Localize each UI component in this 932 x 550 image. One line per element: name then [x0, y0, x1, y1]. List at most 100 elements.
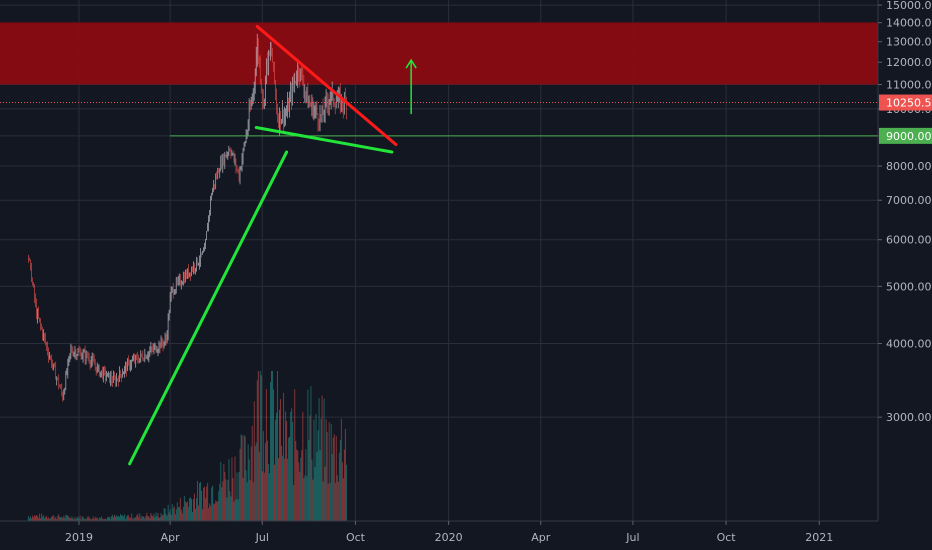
time-tick-label: Jul	[625, 531, 639, 544]
volume-bar	[268, 473, 270, 521]
volume-bar	[343, 449, 345, 521]
price-tick-label: 5000.00	[886, 280, 932, 293]
volume-bar	[309, 415, 311, 521]
volume-bar	[121, 515, 123, 521]
time-tick-label: Apr	[161, 531, 181, 544]
volume-bar	[72, 518, 74, 521]
volume-bar	[51, 516, 53, 521]
volume-bar	[83, 518, 85, 521]
volume-bar	[42, 516, 44, 521]
volume-bar	[149, 517, 151, 521]
volume-bar	[279, 409, 281, 521]
volume-bar	[92, 516, 94, 521]
price-tick-label: 15000.00	[886, 0, 932, 12]
volume-bar	[243, 434, 245, 521]
volume-bar	[173, 506, 175, 521]
volume-bar	[35, 516, 36, 521]
volume-bar	[217, 501, 219, 521]
volume-bar	[291, 408, 293, 521]
volume-bar	[66, 514, 68, 521]
volume-bar	[81, 516, 83, 521]
volume-bar	[336, 475, 338, 521]
volume-bar	[163, 508, 165, 521]
volume-bar	[294, 389, 296, 521]
volume-bar	[176, 502, 178, 521]
volume-bar	[100, 516, 102, 521]
volume-bar	[276, 412, 277, 521]
volume-bar	[27, 515, 29, 521]
volume-bar	[310, 386, 312, 521]
volume-bar	[208, 508, 210, 521]
volume-bar	[246, 482, 248, 521]
price-tick-label: 14000.00	[886, 17, 932, 30]
volume-bar	[205, 498, 207, 521]
volume-bar	[333, 434, 335, 521]
volume-bar	[247, 444, 249, 521]
volume-bar	[169, 509, 171, 521]
volume-bar	[199, 483, 200, 521]
volume-bar	[305, 448, 307, 521]
volume-bar	[289, 436, 291, 521]
volume-bar	[213, 503, 215, 521]
volume-bar	[84, 518, 86, 521]
volume-bar	[222, 481, 224, 521]
volume-bar	[116, 515, 117, 521]
volume-bar	[264, 442, 266, 521]
volume-bar	[292, 421, 294, 521]
volume-bar	[303, 478, 305, 521]
trend-drawings	[128, 24, 417, 466]
volume-bar	[193, 498, 194, 521]
volume-bar	[260, 375, 262, 521]
volume-bar	[231, 457, 233, 521]
volume-bar	[55, 516, 57, 521]
volume-bar	[128, 515, 130, 521]
volume-bar	[138, 516, 140, 521]
time-tick-label: Oct	[717, 531, 737, 544]
price-tick-label: 11000.00	[886, 78, 932, 91]
volume-bar	[160, 512, 162, 521]
volume-bar	[85, 519, 87, 521]
volume-bar	[151, 515, 153, 521]
support-level-tag-label: 9000.00	[886, 130, 932, 143]
volume-bar	[164, 508, 166, 521]
volume-bar	[142, 516, 144, 521]
volume-bar	[209, 503, 211, 521]
price-axis[interactable]: 15000.00 14000.00 13000.00 12000.00 11000.00…	[877, 0, 932, 550]
time-tick-label: 2021	[805, 531, 833, 544]
volume-bar	[50, 517, 52, 521]
volume-bar	[301, 450, 303, 521]
volume-bar	[239, 448, 241, 521]
volume-bar	[248, 459, 250, 521]
volume-bar	[79, 515, 81, 521]
volume-bar	[38, 518, 39, 521]
volume-bar	[240, 434, 242, 521]
price-tick-label: 6000.00	[886, 234, 932, 247]
volume-bar	[330, 424, 332, 521]
volume-bar	[93, 518, 95, 521]
volume-bar	[69, 517, 71, 521]
volume-bar	[112, 514, 113, 521]
volume-bar	[98, 517, 100, 521]
time-tick-label: Jul	[255, 531, 269, 544]
volume-bar	[295, 440, 297, 521]
volume-bar	[156, 515, 158, 521]
volume-bar	[278, 458, 279, 521]
support-level-tag-background	[879, 127, 932, 144]
volume-bar	[335, 436, 337, 521]
volume-bar	[123, 516, 125, 521]
volume-bar	[45, 516, 47, 521]
volume-bar	[307, 389, 309, 521]
volume-bar	[133, 517, 135, 521]
volume-bar	[234, 456, 236, 521]
volume-bar	[63, 515, 65, 521]
volume-bar	[174, 514, 176, 521]
volume-bar	[326, 431, 328, 521]
volume-bar	[323, 398, 325, 521]
volume-bar	[146, 512, 148, 521]
volume-bar	[153, 513, 155, 521]
volume-bar	[80, 519, 82, 521]
volume-bar	[328, 422, 330, 521]
volume-bar	[316, 451, 318, 521]
time-axis[interactable]: 2019 Apr Jul Oct 2020 Apr Jul Oct 2021	[0, 520, 878, 544]
